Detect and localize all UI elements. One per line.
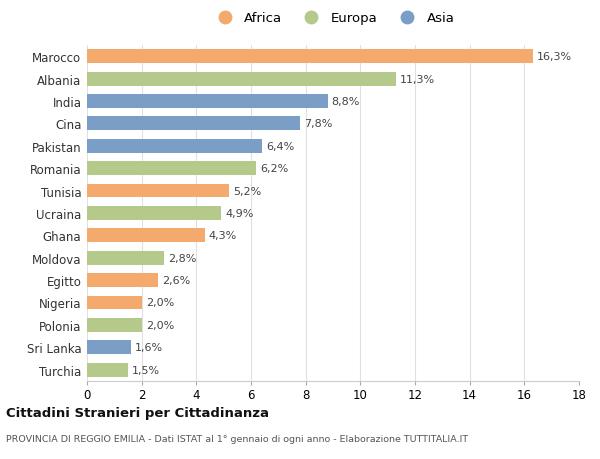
Bar <box>87 95 328 109</box>
Bar <box>87 117 300 131</box>
Text: 2,8%: 2,8% <box>167 253 196 263</box>
Text: 7,8%: 7,8% <box>304 119 332 129</box>
Text: 16,3%: 16,3% <box>536 52 572 62</box>
Bar <box>87 363 128 377</box>
Bar <box>87 341 131 354</box>
Bar <box>87 140 262 153</box>
Text: 2,0%: 2,0% <box>146 320 174 330</box>
Text: 1,6%: 1,6% <box>135 342 163 353</box>
Bar <box>87 184 229 198</box>
Text: 8,8%: 8,8% <box>332 97 360 107</box>
Bar <box>87 229 205 243</box>
Text: 1,5%: 1,5% <box>132 365 160 375</box>
Text: 4,9%: 4,9% <box>225 208 253 218</box>
Text: 2,0%: 2,0% <box>146 298 174 308</box>
Text: 11,3%: 11,3% <box>400 74 435 84</box>
Text: 4,3%: 4,3% <box>209 231 237 241</box>
Text: 6,4%: 6,4% <box>266 141 294 151</box>
Text: Cittadini Stranieri per Cittadinanza: Cittadini Stranieri per Cittadinanza <box>6 406 269 419</box>
Bar <box>87 251 164 265</box>
Text: 6,2%: 6,2% <box>260 164 289 174</box>
Text: 5,2%: 5,2% <box>233 186 262 196</box>
Bar <box>87 207 221 220</box>
Bar <box>87 162 256 176</box>
Bar <box>87 50 533 64</box>
Bar <box>87 296 142 310</box>
Bar <box>87 73 396 86</box>
Text: 2,6%: 2,6% <box>162 275 190 285</box>
Legend: Africa, Europa, Asia: Africa, Europa, Asia <box>211 12 455 25</box>
Bar <box>87 318 142 332</box>
Text: PROVINCIA DI REGGIO EMILIA - Dati ISTAT al 1° gennaio di ogni anno - Elaborazion: PROVINCIA DI REGGIO EMILIA - Dati ISTAT … <box>6 434 468 443</box>
Bar <box>87 274 158 287</box>
